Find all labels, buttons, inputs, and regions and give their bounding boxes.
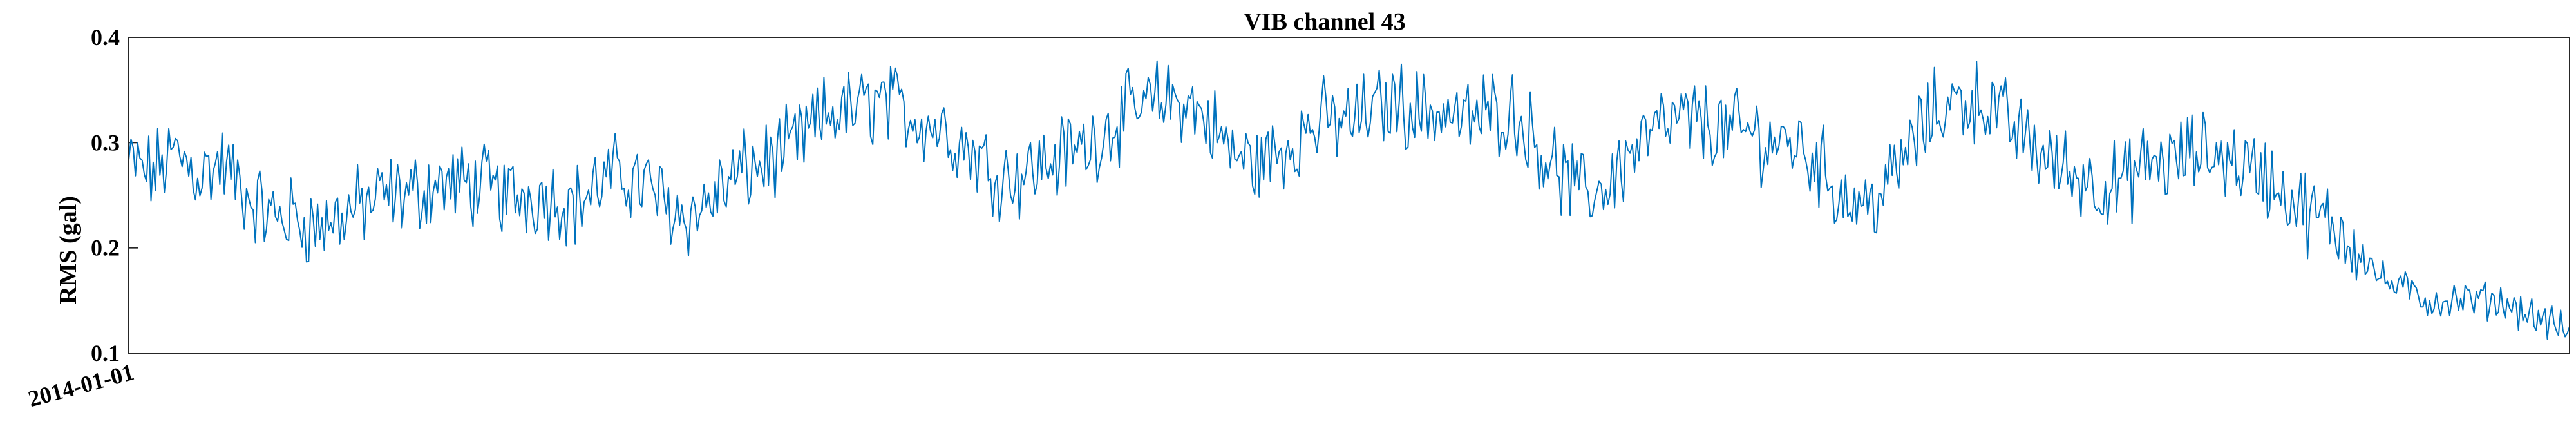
y-axis-label: RMS (gal) bbox=[55, 196, 82, 304]
x-axis-ticks: 2014-01-01 bbox=[25, 359, 137, 412]
y-tick-label: 0.2 bbox=[91, 235, 120, 261]
x-tick-label: 2014-01-01 bbox=[25, 359, 137, 412]
y-tick-label: 0.1 bbox=[91, 340, 120, 366]
y-tick-label: 0.4 bbox=[91, 24, 120, 50]
y-tick-label: 0.3 bbox=[91, 130, 120, 155]
chart-title: VIB channel 43 bbox=[1244, 8, 1405, 35]
plot-area-frame bbox=[128, 37, 2570, 354]
y-axis-ticks: 0.1 0.2 0.3 0.4 bbox=[91, 24, 138, 366]
series-line-rms bbox=[128, 60, 2570, 340]
